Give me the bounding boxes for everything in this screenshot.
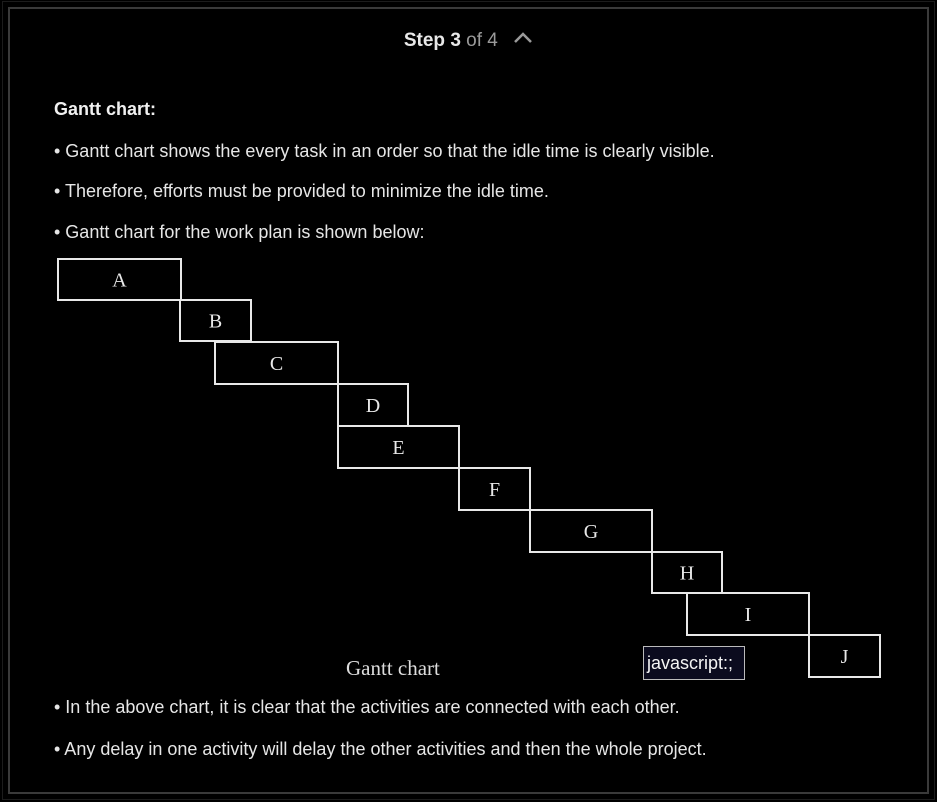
link-tooltip: javascript:; [643, 646, 745, 680]
bullet-text: • Therefore, efforts must be provided to… [54, 181, 549, 201]
gantt-label-a: A [112, 270, 127, 292]
bullet-text: • Gantt chart shows the every task in an… [54, 141, 715, 161]
gantt-label-b: B [209, 311, 222, 333]
gantt-bar-a [57, 258, 182, 301]
gantt-bar-g [529, 509, 653, 553]
solution-panel [8, 7, 929, 794]
step-total: of 4 [466, 30, 498, 51]
section-heading: Gantt chart: [54, 99, 157, 119]
gantt-bar-f [458, 467, 531, 511]
gantt-bar-c [214, 341, 339, 385]
gantt-label-h: H [680, 563, 694, 585]
gantt-bar-i [686, 592, 810, 636]
gantt-label-f: F [489, 479, 500, 501]
bullet-text: • In the above chart, it is clear that t… [54, 697, 680, 717]
gantt-bar-e [337, 425, 460, 469]
bullet-text: • Any delay in one activity will delay t… [54, 739, 707, 759]
gantt-label-d: D [366, 395, 380, 417]
step-current: 3 [450, 30, 461, 51]
bullet-text: • Gantt chart for the work plan is shown… [54, 222, 425, 242]
gantt-label-e: E [392, 437, 404, 459]
gantt-label-i: I [745, 604, 752, 626]
figure-caption: Gantt chart [346, 656, 440, 680]
gantt-label-g: G [584, 521, 598, 543]
step-indicator[interactable]: Step 3 of 4 [0, 30, 937, 52]
gantt-label-j: J [841, 646, 849, 668]
gantt-bar-j [808, 634, 881, 678]
step-label: Step [403, 30, 446, 51]
chevron-up-icon[interactable] [513, 28, 533, 50]
gantt-label-c: C [270, 353, 283, 375]
